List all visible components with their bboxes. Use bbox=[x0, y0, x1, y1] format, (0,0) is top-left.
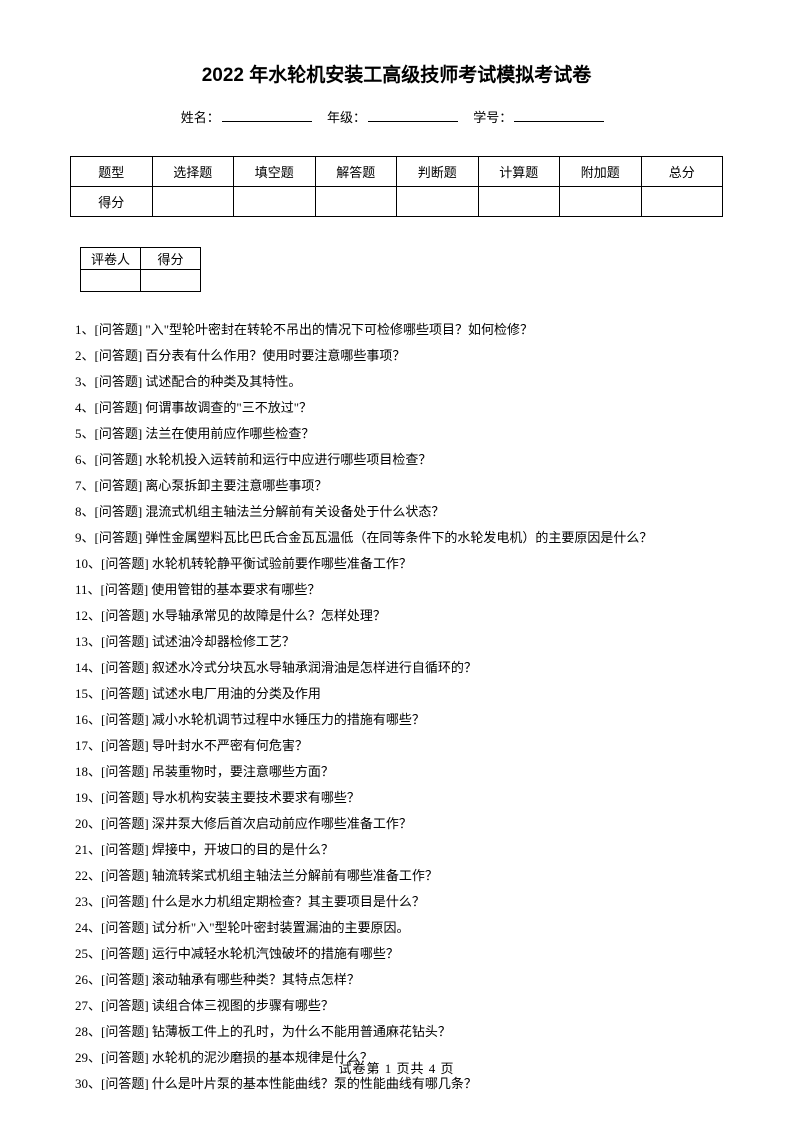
question-item: 13、[问答题] 试述油冷却器检修工艺？ bbox=[75, 629, 723, 655]
question-item: 26、[问答题] 滚动轴承有哪些种类？其特点怎样？ bbox=[75, 967, 723, 993]
question-item: 28、[问答题] 钻薄板工件上的孔时，为什么不能用普通麻花钻头？ bbox=[75, 1019, 723, 1045]
grader-score-cell bbox=[141, 270, 201, 292]
score-table-value-row: 得分 bbox=[71, 187, 723, 217]
question-item: 21、[问答题] 焊接中，开坡口的目的是什么？ bbox=[75, 837, 723, 863]
question-item: 4、[问答题] 何谓事故调查的"三不放过"？ bbox=[75, 395, 723, 421]
grade-blank bbox=[368, 121, 458, 122]
grader-score-label: 得分 bbox=[141, 248, 201, 270]
score-row-label: 得分 bbox=[71, 187, 153, 217]
score-header-cell: 计算题 bbox=[478, 157, 560, 187]
score-header-cell: 判断题 bbox=[397, 157, 479, 187]
question-item: 10、[问答题] 水轮机转轮静平衡试验前要作哪些准备工作？ bbox=[75, 551, 723, 577]
question-item: 6、[问答题] 水轮机投入运转前和运行中应进行哪些项目检查？ bbox=[75, 447, 723, 473]
id-label: 学号： bbox=[473, 110, 512, 125]
score-header-cell: 解答题 bbox=[315, 157, 397, 187]
footer-page-num: 1 bbox=[385, 1061, 393, 1076]
question-item: 18、[问答题] 吊装重物时，要注意哪些方面？ bbox=[75, 759, 723, 785]
question-item: 11、[问答题] 使用管钳的基本要求有哪些？ bbox=[75, 577, 723, 603]
question-item: 22、[问答题] 轴流转桨式机组主轴法兰分解前有哪些准备工作？ bbox=[75, 863, 723, 889]
exam-title: 2022 年水轮机安装工高级技师考试模拟考试卷 bbox=[70, 60, 723, 87]
score-table: 题型 选择题 填空题 解答题 判断题 计算题 附加题 总分 得分 bbox=[70, 156, 723, 217]
question-item: 20、[问答题] 深井泵大修后首次启动前应作哪些准备工作？ bbox=[75, 811, 723, 837]
score-header-cell: 选择题 bbox=[152, 157, 234, 187]
question-item: 16、[问答题] 减小水轮机调节过程中水锤压力的措施有哪些？ bbox=[75, 707, 723, 733]
grade-label: 年级： bbox=[327, 110, 366, 125]
questions-list: 1、[问答题] "入"型轮叶密封在转轮不吊出的情况下可检修哪些项目？如何检修？2… bbox=[70, 317, 723, 1097]
score-cell bbox=[397, 187, 479, 217]
question-item: 8、[问答题] 混流式机组主轴法兰分解前有关设备处于什么状态？ bbox=[75, 499, 723, 525]
grader-cell bbox=[81, 270, 141, 292]
question-item: 15、[问答题] 试述水电厂用油的分类及作用 bbox=[75, 681, 723, 707]
footer-of-label: 页共 bbox=[396, 1061, 424, 1076]
question-item: 9、[问答题] 弹性金属塑料瓦比巴氏合金瓦瓦温低（在同等条件下的水轮发电机）的主… bbox=[75, 525, 723, 551]
name-blank bbox=[222, 121, 312, 122]
student-info: 姓名： 年级： 学号： bbox=[70, 107, 723, 126]
score-cell bbox=[641, 187, 723, 217]
question-item: 24、[问答题] 试分析"入"型轮叶密封装置漏油的主要原因。 bbox=[75, 915, 723, 941]
question-item: 5、[问答题] 法兰在使用前应作哪些检查？ bbox=[75, 421, 723, 447]
question-item: 17、[问答题] 导叶封水不严密有何危害？ bbox=[75, 733, 723, 759]
question-item: 3、[问答题] 试述配合的种类及其特性。 bbox=[75, 369, 723, 395]
question-item: 1、[问答题] "入"型轮叶密封在转轮不吊出的情况下可检修哪些项目？如何检修？ bbox=[75, 317, 723, 343]
question-item: 23、[问答题] 什么是水力机组定期检查？其主要项目是什么？ bbox=[75, 889, 723, 915]
grader-table: 评卷人 得分 bbox=[80, 247, 201, 292]
score-header-cell: 总分 bbox=[641, 157, 723, 187]
footer-page-suffix: 页 bbox=[441, 1061, 455, 1076]
score-header-cell: 题型 bbox=[71, 157, 153, 187]
score-cell bbox=[152, 187, 234, 217]
score-cell bbox=[315, 187, 397, 217]
score-cell bbox=[234, 187, 316, 217]
footer-label: 试卷第 bbox=[338, 1061, 380, 1076]
page-footer: 试卷第 1 页共 4 页 bbox=[0, 1058, 793, 1077]
score-header-cell: 填空题 bbox=[234, 157, 316, 187]
id-blank bbox=[514, 121, 604, 122]
question-item: 14、[问答题] 叙述水冷式分块瓦水导轴承润滑油是怎样进行自循环的？ bbox=[75, 655, 723, 681]
score-cell bbox=[478, 187, 560, 217]
question-item: 19、[问答题] 导水机构安装主要技术要求有哪些？ bbox=[75, 785, 723, 811]
grader-label: 评卷人 bbox=[81, 248, 141, 270]
question-item: 7、[问答题] 离心泵拆卸主要注意哪些事项？ bbox=[75, 473, 723, 499]
score-table-header-row: 题型 选择题 填空题 解答题 判断题 计算题 附加题 总分 bbox=[71, 157, 723, 187]
question-item: 12、[问答题] 水导轴承常见的故障是什么？怎样处理？ bbox=[75, 603, 723, 629]
question-item: 27、[问答题] 读组合体三视图的步骤有哪些？ bbox=[75, 993, 723, 1019]
score-cell bbox=[560, 187, 642, 217]
name-label: 姓名： bbox=[181, 110, 220, 125]
question-item: 2、[问答题] 百分表有什么作用？使用时要注意哪些事项？ bbox=[75, 343, 723, 369]
question-item: 25、[问答题] 运行中减轻水轮机汽蚀破坏的措施有哪些？ bbox=[75, 941, 723, 967]
score-header-cell: 附加题 bbox=[560, 157, 642, 187]
footer-total: 4 bbox=[429, 1061, 437, 1076]
